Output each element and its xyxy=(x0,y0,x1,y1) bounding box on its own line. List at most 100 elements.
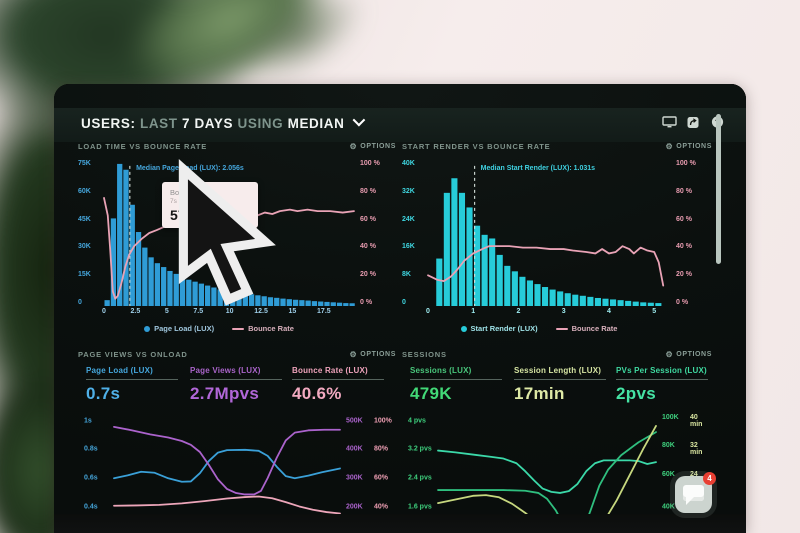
histogram-bar[interactable] xyxy=(148,257,154,306)
histogram-bar[interactable] xyxy=(564,293,571,306)
histogram-bar[interactable] xyxy=(135,232,142,306)
using-label: USING xyxy=(237,116,284,131)
histogram-bar[interactable] xyxy=(443,192,450,306)
y-axis-right-row: 100K 40 min xyxy=(662,414,712,428)
histogram-bar[interactable] xyxy=(261,296,267,306)
users-label: USERS: xyxy=(81,116,136,131)
histogram-bar[interactable] xyxy=(217,289,223,306)
histogram-bar[interactable] xyxy=(104,300,110,306)
histogram-bar[interactable] xyxy=(458,192,466,306)
histogram-bar[interactable] xyxy=(173,273,179,306)
histogram-bar[interactable] xyxy=(167,270,173,306)
histogram-bar[interactable] xyxy=(318,301,324,306)
histogram-bar[interactable] xyxy=(179,276,186,306)
histogram-bar[interactable] xyxy=(481,234,488,306)
legend-bounce-rate[interactable]: Bounce Rate xyxy=(232,324,294,333)
histogram-bar[interactable] xyxy=(511,271,518,306)
histogram-bar[interactable] xyxy=(343,303,349,306)
histogram-bar[interactable] xyxy=(336,302,343,306)
histogram-bar[interactable] xyxy=(192,281,198,306)
legend-start-render[interactable]: Start Render (LUX) xyxy=(460,324,538,333)
histogram-bar[interactable] xyxy=(655,303,662,306)
histogram-bar[interactable] xyxy=(274,297,280,306)
y-axis-tick: 40 % xyxy=(676,243,692,251)
y-axis-left: 40K 32K 24K 16K 8K 0 xyxy=(402,160,428,306)
histogram-bar[interactable] xyxy=(572,294,579,306)
histogram-bar[interactable] xyxy=(123,169,129,306)
histogram-bar[interactable] xyxy=(242,293,248,306)
histogram-bar[interactable] xyxy=(534,284,541,306)
histogram-bar[interactable] xyxy=(280,298,286,306)
histogram-bar[interactable] xyxy=(587,296,594,306)
histogram-bar[interactable] xyxy=(142,247,148,306)
metric-page-load: Page Load (LUX) 0.7s xyxy=(86,366,182,404)
histogram-bar[interactable] xyxy=(129,204,135,306)
histogram-bar[interactable] xyxy=(474,225,481,306)
legend-bounce-rate[interactable]: Bounce Rate xyxy=(555,324,617,333)
y-axis-tick: 80K xyxy=(662,442,675,450)
median-annotation: Median Page Load (LUX): 2.056s xyxy=(136,165,244,172)
chat-widget-button[interactable]: 4 xyxy=(675,472,716,513)
histogram-bar[interactable] xyxy=(198,283,204,306)
panel-start-render: START RENDER VS BOUNCE RATE ⚙ OPTIONS 40K… xyxy=(402,140,712,346)
y-axis-tick: 0 xyxy=(402,298,406,306)
options-button[interactable]: ⚙ OPTIONS xyxy=(665,141,712,151)
laptop-bottom-bezel xyxy=(54,514,746,533)
histogram-bar[interactable] xyxy=(186,279,192,306)
y-axis-tick: 0 % xyxy=(676,298,689,306)
histogram-bar[interactable] xyxy=(154,263,161,306)
histogram-bar[interactable] xyxy=(579,295,586,306)
histogram-bar[interactable] xyxy=(610,299,617,306)
options-button[interactable]: ⚙ OPTIONS xyxy=(349,141,396,151)
histogram-bar[interactable] xyxy=(349,303,355,306)
histogram-bar[interactable] xyxy=(632,301,639,306)
histogram-bar[interactable] xyxy=(542,287,549,306)
histogram-bar[interactable] xyxy=(255,295,261,306)
histogram-bar[interactable] xyxy=(526,280,534,306)
histogram-bar[interactable] xyxy=(496,254,503,306)
histogram-bar[interactable] xyxy=(519,276,526,306)
histogram-bar[interactable] xyxy=(549,289,556,306)
options-button[interactable]: ⚙ OPTIONS xyxy=(349,349,396,359)
histogram-bar[interactable] xyxy=(117,163,123,306)
histogram-bar[interactable] xyxy=(324,301,330,306)
histogram-bar[interactable] xyxy=(436,258,443,306)
y-axis-right-row: 40K xyxy=(662,504,710,511)
histogram-bar[interactable] xyxy=(292,299,299,306)
legend-page-load[interactable]: Page Load (LUX) xyxy=(144,324,214,333)
histogram-bar[interactable] xyxy=(489,238,496,306)
histogram-bar[interactable] xyxy=(286,299,292,306)
options-button[interactable]: ⚙ OPTIONS xyxy=(665,349,712,359)
y-axis-tick: 0.4s xyxy=(84,503,98,511)
histogram-bar[interactable] xyxy=(504,265,511,306)
histogram-bar[interactable] xyxy=(248,294,255,306)
y-axis-tick: 300K xyxy=(346,474,363,482)
histogram-bar[interactable] xyxy=(110,218,117,306)
histogram-bar[interactable] xyxy=(640,302,647,306)
share-icon[interactable] xyxy=(686,115,701,129)
legend-dot-icon xyxy=(460,325,467,332)
histogram-bar[interactable] xyxy=(647,302,654,306)
legend-line-icon xyxy=(232,327,245,330)
histogram-bar[interactable] xyxy=(305,300,311,306)
histogram-bar[interactable] xyxy=(205,285,211,306)
histogram-bar[interactable] xyxy=(617,300,624,306)
histogram-bar[interactable] xyxy=(594,297,601,306)
series-line-page-views xyxy=(114,427,340,495)
histogram-bar[interactable] xyxy=(311,301,318,306)
scrollbar[interactable] xyxy=(716,114,721,264)
y-axis-tick: 40% xyxy=(374,503,389,511)
histogram-bar[interactable] xyxy=(602,298,609,306)
display-icon[interactable] xyxy=(662,115,677,129)
median-dropdown[interactable]: MEDIAN xyxy=(287,116,345,131)
histogram-bar[interactable] xyxy=(451,178,458,306)
y-axis-left: 4 pvs 3.2 pvs 2.4 pvs 1.6 pvs xyxy=(408,414,434,533)
histogram-bar[interactable] xyxy=(299,300,305,306)
histogram-bar[interactable] xyxy=(625,300,632,306)
histogram-bar[interactable] xyxy=(161,267,167,306)
histogram-bar[interactable] xyxy=(267,297,274,306)
histogram-bar[interactable] xyxy=(330,302,336,306)
histogram-bar[interactable] xyxy=(557,291,564,306)
histogram-bar[interactable] xyxy=(211,287,217,306)
